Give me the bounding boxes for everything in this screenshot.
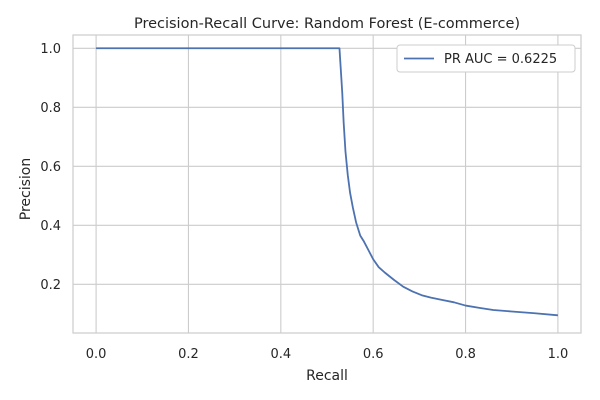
plot-area-frame	[72, 34, 582, 334]
legend: PR AUC = 0.6225	[396, 44, 576, 73]
chart-title: Precision-Recall Curve: Random Forest (E…	[134, 16, 520, 32]
y-tick-label: 0.4	[40, 219, 61, 234]
y-axis-label: Precision	[18, 158, 34, 220]
x-tick-label: 0.2	[178, 347, 199, 362]
x-tick-label: 0.6	[363, 347, 384, 362]
legend-entry: PR AUC = 0.6225	[444, 52, 557, 67]
y-tick-label: 1.0	[40, 42, 61, 57]
x-tick-label: 1.0	[548, 347, 569, 362]
x-tick-label: 0.8	[455, 347, 476, 362]
grid-lines	[73, 35, 581, 333]
y-tick-labels: 0.2 0.4 0.6 0.8 1.0	[40, 42, 61, 293]
x-tick-labels: 0.0 0.2 0.4 0.6 0.8 1.0	[86, 347, 569, 362]
x-tick-label: 0.4	[270, 347, 291, 362]
y-tick-label: 0.6	[40, 160, 61, 175]
pr-curve-line	[96, 47, 558, 317]
y-tick-label: 0.2	[40, 278, 61, 293]
x-tick-label: 0.0	[86, 347, 107, 362]
x-axis-label: Recall	[306, 368, 348, 384]
y-tick-label: 0.8	[40, 101, 61, 116]
legend-box	[396, 44, 576, 73]
